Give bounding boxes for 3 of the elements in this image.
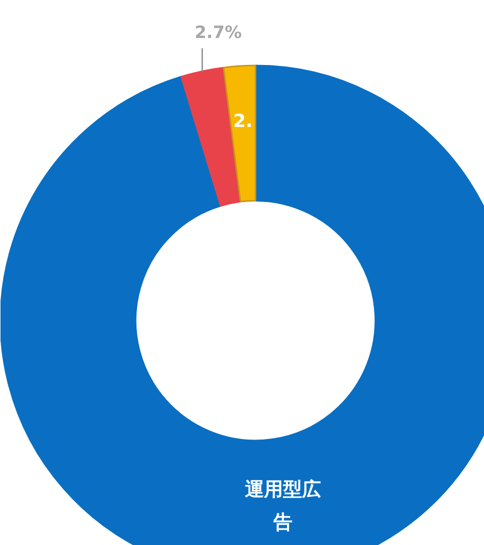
data-label: 2.7% [194, 22, 242, 43]
data-label: 2. [233, 110, 253, 132]
slice-label: 運用型広告 [244, 478, 322, 534]
